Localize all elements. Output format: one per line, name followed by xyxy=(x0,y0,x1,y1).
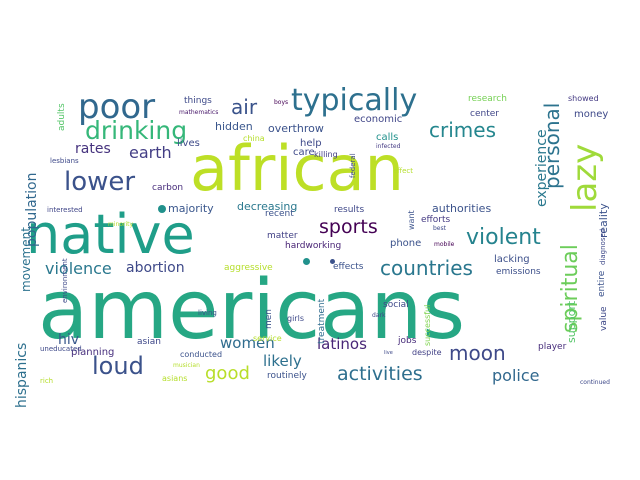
cloud-word: recent xyxy=(265,209,294,219)
cloud-word: countries xyxy=(380,256,473,280)
cloud-word: experience xyxy=(534,129,550,207)
cloud-word: carbon xyxy=(152,183,184,193)
cloud-word: calls xyxy=(376,132,399,143)
cloud-word: hiv xyxy=(58,332,80,348)
cloud-dot xyxy=(303,258,310,265)
cloud-word: social xyxy=(383,300,409,310)
cloud-word: things xyxy=(184,96,212,106)
cloud-word: majority xyxy=(168,202,214,215)
cloud-word: likely xyxy=(263,352,302,370)
cloud-word: rates xyxy=(75,141,111,157)
cloud-word: want xyxy=(407,210,416,230)
cloud-word: minority xyxy=(108,221,134,228)
cloud-word: effects xyxy=(333,262,364,272)
cloud-word: rich xyxy=(40,377,54,385)
cloud-word: movement xyxy=(19,226,33,292)
cloud-word: care xyxy=(293,147,315,158)
cloud-word: interested xyxy=(47,206,83,214)
cloud-word: abortion xyxy=(126,260,185,276)
cloud-word: player xyxy=(538,342,567,352)
cloud-word: air xyxy=(231,95,258,119)
cloud-word: women xyxy=(220,334,275,352)
cloud-word: native xyxy=(26,203,195,266)
cloud-word: drinking xyxy=(85,116,188,145)
cloud-word: violent xyxy=(466,225,541,250)
cloud-word: successful xyxy=(423,304,432,346)
cloud-word: phone xyxy=(390,238,422,249)
cloud-word: lacking xyxy=(494,254,530,265)
cloud-dot xyxy=(158,205,166,213)
cloud-word: money xyxy=(574,109,609,120)
cloud-word: infected xyxy=(376,143,401,150)
cloud-word: diagnosed xyxy=(599,228,607,266)
cloud-word: girls xyxy=(287,314,304,323)
cloud-word: hardworking xyxy=(285,241,342,251)
cloud-word: value xyxy=(599,306,609,331)
cloud-word: support xyxy=(565,300,578,343)
cloud-word: loud xyxy=(92,352,144,380)
cloud-word: killing xyxy=(314,150,338,159)
cloud-word: center xyxy=(470,109,499,119)
cloud-word: research xyxy=(468,94,507,104)
cloud-word: lesbians xyxy=(50,157,79,165)
cloud-word: results xyxy=(334,205,365,215)
cloud-word: treatment xyxy=(317,299,327,345)
cloud-word: effect xyxy=(393,167,414,175)
cloud-word: moon xyxy=(449,341,506,365)
cloud-word: economic xyxy=(354,114,403,125)
cloud-word: conducted xyxy=(180,350,223,359)
cloud-word: living xyxy=(198,309,217,317)
cloud-word: asians xyxy=(162,374,188,383)
cloud-word: mathematics xyxy=(179,109,219,116)
cloud-word: violence xyxy=(45,259,112,278)
cloud-word: china xyxy=(243,134,265,143)
cloud-dot xyxy=(330,259,335,264)
cloud-word: best xyxy=(433,225,446,232)
cloud-word: activities xyxy=(337,363,423,385)
cloud-word: crimes xyxy=(429,118,496,142)
cloud-word: lower xyxy=(64,167,136,197)
cloud-word: sports xyxy=(319,216,378,238)
cloud-word: dark xyxy=(372,312,386,319)
cloud-word: men xyxy=(264,308,274,329)
cloud-word: routinely xyxy=(267,371,307,381)
cloud-word: typically xyxy=(291,83,418,118)
cloud-word: environment xyxy=(61,258,69,303)
cloud-word: overthrow xyxy=(268,122,324,135)
cloud-word: aggressive xyxy=(224,263,273,273)
cloud-word: federal xyxy=(349,153,357,179)
cloud-word: live xyxy=(384,350,393,356)
cloud-word: african xyxy=(190,132,404,205)
cloud-word: continued xyxy=(580,379,610,386)
cloud-word: authorities xyxy=(432,202,492,215)
cloud-word: police xyxy=(492,366,540,385)
cloud-word: mobile xyxy=(434,241,455,248)
cloud-word: efforts xyxy=(421,215,451,225)
cloud-word: emissions xyxy=(496,267,541,277)
cloud-word: despite xyxy=(412,348,442,357)
cloud-word: americans xyxy=(38,263,466,358)
cloud-word: matter xyxy=(267,231,298,241)
cloud-word: help xyxy=(300,138,322,149)
cloud-word: asian xyxy=(137,337,161,347)
cloud-word: boys xyxy=(274,99,289,106)
cloud-word: showed xyxy=(568,94,599,103)
cloud-word: earth xyxy=(129,143,172,162)
cloud-word: latinos xyxy=(317,335,367,353)
cloud-word: planning xyxy=(71,347,115,358)
cloud-word: hispanics xyxy=(14,342,30,409)
cloud-word: poor xyxy=(78,87,156,127)
cloud-word: hidden xyxy=(215,120,253,133)
cloud-word: good xyxy=(205,363,250,384)
cloud-word: jobs xyxy=(398,336,417,346)
cloud-word: service xyxy=(253,334,282,343)
cloud-word: musician xyxy=(173,362,200,369)
cloud-word: uneducated xyxy=(40,345,82,353)
cloud-word: lives xyxy=(177,138,200,149)
cloud-word: adults xyxy=(57,103,67,132)
cloud-word: decreasing xyxy=(237,200,298,213)
cloud-word: entire xyxy=(597,271,607,298)
